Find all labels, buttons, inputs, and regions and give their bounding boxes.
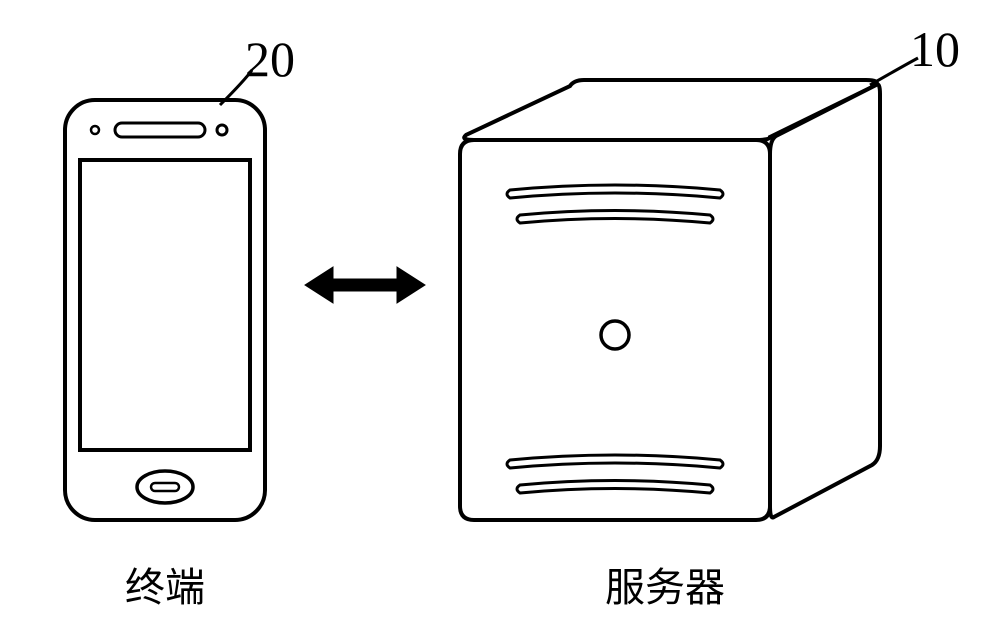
server-ref-number: 10: [910, 20, 960, 78]
terminal-ref-number: 20: [245, 30, 295, 88]
server-node: [460, 58, 918, 520]
phone-camera-icon: [217, 125, 227, 135]
terminal-caption: 终端: [95, 555, 235, 613]
phone-home-button: [137, 471, 193, 503]
phone-home-inner: [151, 483, 179, 491]
phone-sensor-icon: [91, 126, 99, 134]
diagram-canvas: [0, 0, 1000, 643]
phone-body: [65, 100, 265, 520]
server-side-face: [770, 84, 880, 517]
bidirectional-arrow-icon: [305, 267, 425, 303]
phone-screen: [80, 160, 250, 450]
phone-speaker: [115, 123, 205, 137]
server-caption: 服务器: [575, 555, 755, 613]
terminal-node: [65, 70, 265, 520]
